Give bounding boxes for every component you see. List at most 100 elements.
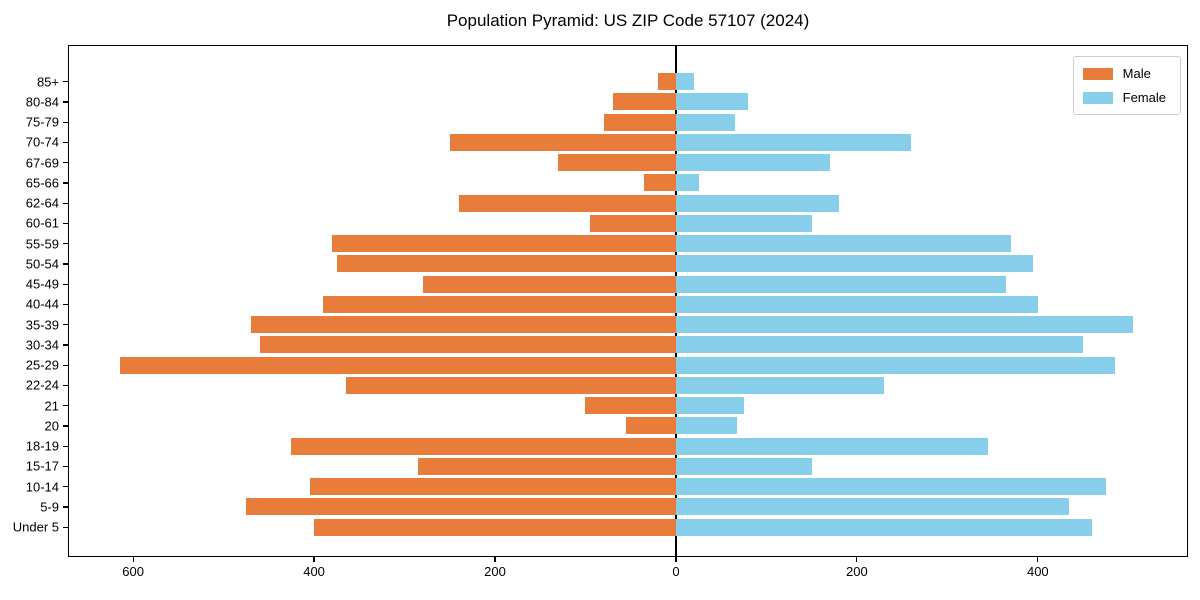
legend-label-female: Female: [1122, 90, 1166, 105]
y-tick-mark: [63, 283, 68, 285]
y-tick-mark: [63, 465, 68, 468]
y-tick-label: 45-49: [25, 276, 59, 292]
male-bar: [449, 133, 676, 151]
male-bar: [259, 336, 676, 354]
female-bar: [675, 174, 699, 192]
x-tick-mark: [494, 557, 496, 562]
y-tick-mark: [63, 324, 68, 326]
y-tick-label: 62-64: [25, 195, 59, 211]
female-bar: [675, 498, 1070, 516]
y-tick-label: 10-14: [25, 479, 59, 495]
female-bar: [675, 255, 1034, 273]
legend: Male Female: [1072, 56, 1181, 115]
y-tick-label: 20: [44, 418, 59, 434]
legend-label-male: Male: [1122, 66, 1151, 81]
y-tick-label: 60-61: [25, 215, 59, 231]
y-tick-mark: [63, 202, 68, 204]
x-tick-mark: [675, 557, 677, 562]
female-bar: [675, 356, 1115, 374]
y-tick-label: 15-17: [25, 458, 59, 474]
female-bar: [675, 397, 744, 415]
female-bar: [675, 194, 839, 212]
male-bar: [119, 356, 676, 374]
x-tick-mark: [856, 557, 858, 562]
plot-area: Male Female 85+ 80-84 75-79 70-74 67-69 65-66…: [13, 45, 1188, 578]
male-bar: [336, 255, 676, 273]
male-bar: [612, 93, 676, 111]
legend-entry-male: Male: [1082, 66, 1166, 81]
y-tick-label: 18-19: [25, 438, 59, 454]
y-tick-mark: [63, 101, 68, 103]
female-bar: [675, 457, 812, 475]
x-tick-label: 200: [484, 564, 506, 579]
y-tick-label: 55-59: [25, 236, 59, 252]
x-tick-label: 0: [672, 564, 680, 579]
female-bar: [675, 73, 695, 91]
male-bar: [418, 457, 676, 475]
y-tick-mark: [63, 486, 68, 488]
male-bar: [309, 478, 676, 496]
y-tick-label: 65-66: [25, 175, 59, 191]
y-tick-mark: [63, 344, 68, 346]
y-tick-label: Under 5: [12, 519, 59, 535]
y-tick-mark: [63, 405, 68, 407]
y-tick-label: 80-84: [25, 94, 59, 110]
y-tick-mark: [63, 364, 68, 366]
y-tick-label: 70-74: [25, 134, 59, 150]
y-tick-mark: [63, 121, 68, 123]
female-bar: [675, 214, 812, 232]
y-tick-mark: [63, 222, 68, 225]
y-tick-label: 30-34: [25, 337, 59, 353]
female-bar: [675, 113, 735, 131]
x-tick-mark: [1037, 557, 1039, 562]
male-swatch-icon: [1082, 67, 1113, 80]
legend-entry-female: Female: [1082, 90, 1166, 105]
y-tick-mark: [63, 162, 68, 164]
x-tick-mark: [313, 557, 315, 562]
male-bar: [314, 518, 676, 536]
male-bar: [291, 437, 676, 455]
y-tick-mark: [63, 81, 68, 83]
x-tick-label: 400: [303, 564, 325, 579]
y-tick-label: 75-79: [25, 114, 59, 130]
male-bar: [422, 275, 676, 293]
male-bar: [657, 73, 676, 91]
y-tick-label: 40-44: [25, 296, 59, 312]
y-tick-mark: [63, 263, 68, 265]
x-tick-label: 600: [122, 564, 144, 579]
female-bar: [675, 235, 1011, 253]
female-bar: [675, 316, 1133, 334]
y-tick-label: 50-54: [25, 256, 59, 272]
y-tick-label: 67-69: [25, 155, 59, 171]
male-bar: [590, 214, 676, 232]
x-tick-mark: [132, 557, 134, 562]
y-tick-mark: [63, 425, 68, 427]
female-bar: [675, 518, 1093, 536]
y-tick-mark: [63, 384, 68, 387]
y-tick-label: 25-29: [25, 357, 59, 373]
y-tick-mark: [63, 506, 68, 508]
male-bar: [585, 397, 676, 415]
y-tick-label: 85+: [36, 74, 59, 90]
y-tick-mark: [63, 243, 68, 245]
y-tick-label: 21: [44, 398, 59, 414]
x-tick-label: 200: [846, 564, 868, 579]
female-bar: [675, 336, 1084, 354]
y-tick-label: 22-24: [25, 377, 59, 393]
male-bar: [323, 295, 676, 313]
male-bar: [332, 235, 676, 253]
female-swatch-icon: [1082, 91, 1113, 104]
female-bar: [675, 437, 989, 455]
male-bar: [250, 316, 676, 334]
y-tick-mark: [63, 141, 68, 144]
male-bar: [644, 174, 676, 192]
male-bar: [246, 498, 676, 516]
female-bar: [675, 295, 1038, 313]
female-bar: [675, 478, 1106, 496]
male-bar: [603, 113, 676, 131]
female-bar: [675, 275, 1007, 293]
y-tick-mark: [63, 445, 68, 447]
y-tick-mark: [63, 526, 68, 528]
female-bar: [675, 154, 830, 172]
